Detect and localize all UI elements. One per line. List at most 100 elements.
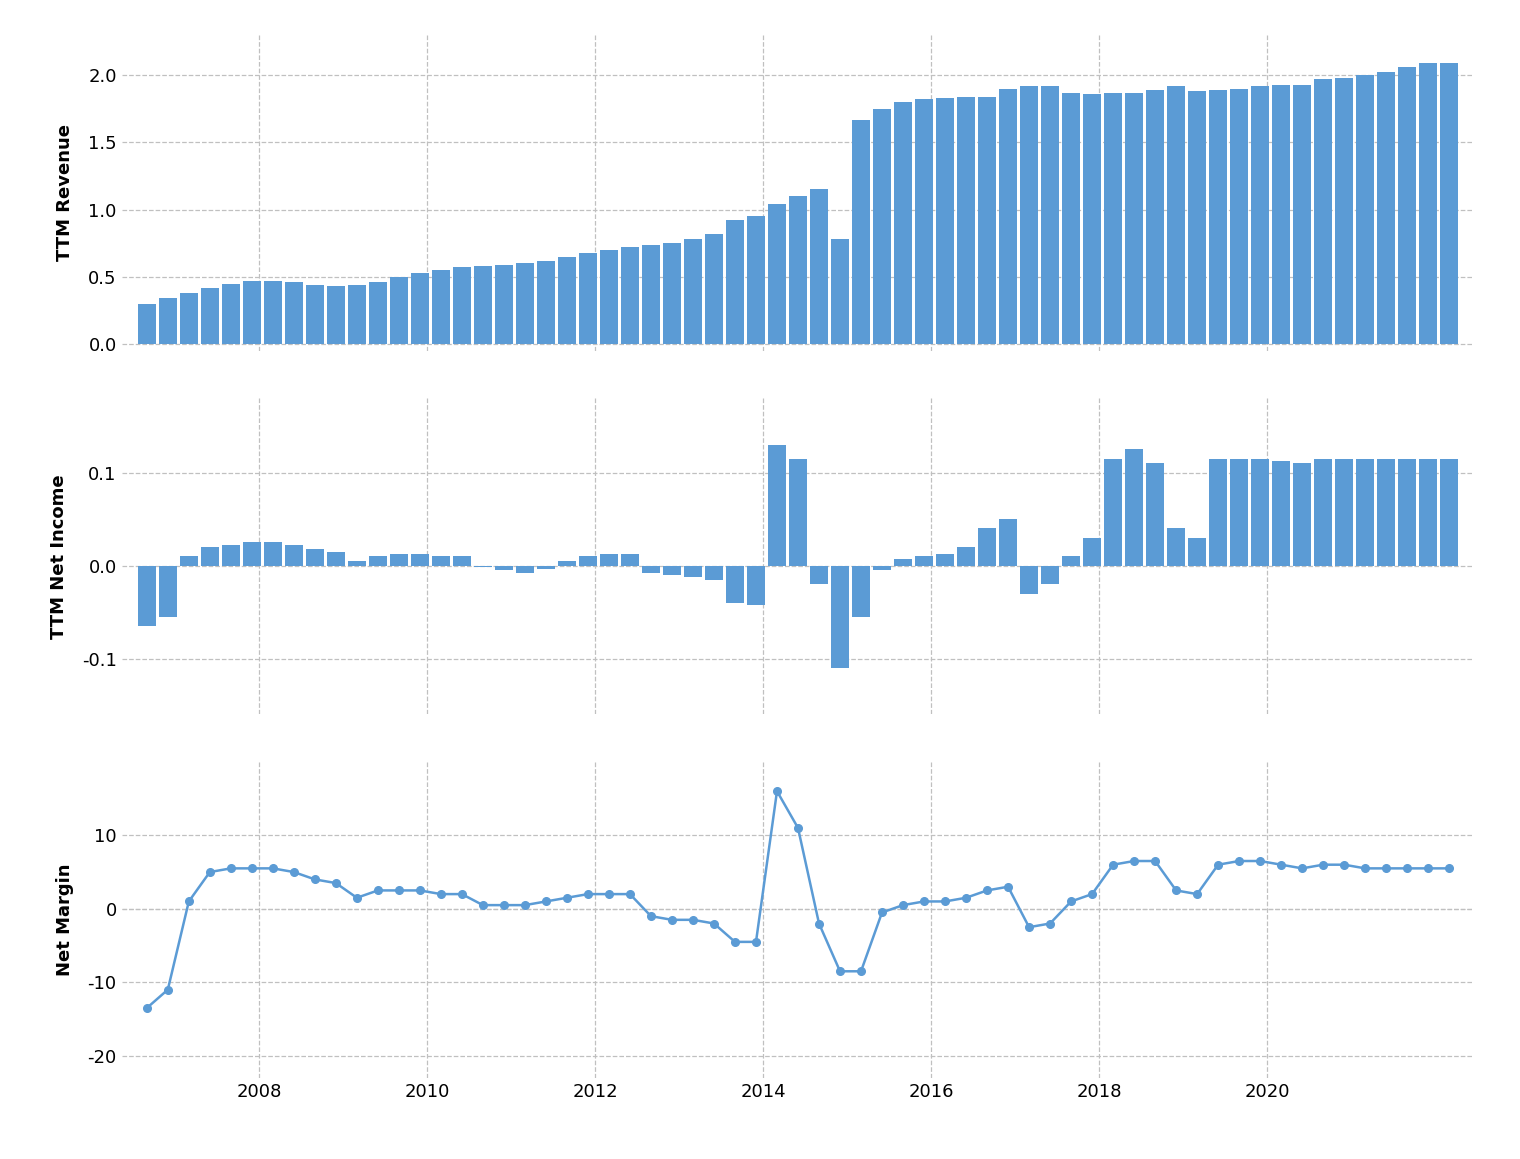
Bar bbox=[831, 239, 848, 344]
Bar bbox=[979, 529, 996, 566]
Bar bbox=[810, 566, 828, 584]
Bar bbox=[160, 298, 176, 344]
Bar bbox=[558, 561, 576, 566]
Bar bbox=[410, 554, 429, 566]
Bar bbox=[1420, 459, 1436, 566]
Bar bbox=[1104, 93, 1122, 344]
Bar bbox=[579, 253, 597, 344]
Bar bbox=[369, 556, 386, 566]
Bar bbox=[306, 549, 324, 566]
Bar bbox=[831, 566, 848, 668]
Bar bbox=[1189, 92, 1205, 344]
Bar bbox=[641, 566, 660, 573]
Bar bbox=[1336, 459, 1353, 566]
Bar bbox=[1336, 78, 1353, 344]
Bar bbox=[579, 556, 597, 566]
Bar bbox=[684, 239, 702, 344]
Bar bbox=[748, 566, 765, 605]
Bar bbox=[1125, 450, 1143, 566]
Bar bbox=[327, 286, 345, 344]
Bar bbox=[663, 243, 681, 344]
Bar bbox=[391, 554, 407, 566]
Bar bbox=[936, 554, 955, 566]
Bar bbox=[474, 566, 492, 568]
Bar bbox=[286, 283, 302, 344]
Bar bbox=[496, 566, 512, 570]
Bar bbox=[1230, 459, 1248, 566]
Bar bbox=[1020, 86, 1038, 344]
Bar bbox=[958, 547, 974, 566]
Bar bbox=[391, 277, 407, 344]
Bar bbox=[179, 293, 198, 344]
Bar bbox=[474, 267, 492, 344]
Bar bbox=[748, 217, 765, 344]
Bar bbox=[138, 566, 155, 626]
Bar bbox=[1020, 566, 1038, 593]
Bar bbox=[348, 285, 366, 344]
Bar bbox=[684, 566, 702, 577]
Bar bbox=[789, 196, 807, 344]
Bar bbox=[705, 566, 724, 580]
Bar bbox=[1420, 63, 1436, 344]
Bar bbox=[1146, 464, 1164, 566]
Bar bbox=[622, 554, 638, 566]
Bar bbox=[1398, 67, 1417, 344]
Bar bbox=[600, 554, 617, 566]
Bar bbox=[1441, 63, 1458, 344]
Bar bbox=[853, 119, 869, 344]
Bar bbox=[517, 566, 534, 573]
Bar bbox=[1377, 459, 1395, 566]
Bar bbox=[1315, 79, 1332, 344]
Bar bbox=[600, 250, 617, 344]
Bar bbox=[369, 283, 386, 344]
Bar bbox=[496, 264, 512, 344]
Bar bbox=[432, 270, 450, 344]
Bar bbox=[1294, 85, 1310, 344]
Bar bbox=[641, 245, 660, 344]
Bar bbox=[1062, 556, 1079, 566]
Bar bbox=[453, 556, 471, 566]
Bar bbox=[727, 220, 743, 344]
Bar bbox=[1230, 88, 1248, 344]
Bar bbox=[663, 566, 681, 575]
Bar bbox=[1084, 538, 1100, 566]
Bar bbox=[1272, 85, 1290, 344]
Bar bbox=[517, 263, 534, 344]
Bar bbox=[558, 256, 576, 344]
Bar bbox=[853, 566, 869, 617]
Bar bbox=[1356, 459, 1374, 566]
Bar bbox=[1167, 529, 1186, 566]
Bar bbox=[138, 304, 155, 344]
Y-axis label: TTM Net Income: TTM Net Income bbox=[50, 474, 68, 639]
Bar bbox=[1356, 75, 1374, 344]
Bar bbox=[1398, 459, 1417, 566]
Bar bbox=[915, 100, 933, 344]
Bar bbox=[264, 542, 281, 566]
Bar bbox=[1377, 72, 1395, 344]
Bar bbox=[410, 272, 429, 344]
Bar bbox=[1210, 90, 1227, 344]
Bar bbox=[727, 566, 743, 603]
Bar bbox=[705, 234, 724, 344]
Bar bbox=[201, 287, 219, 344]
Bar bbox=[327, 552, 345, 566]
Bar bbox=[1062, 93, 1079, 344]
Bar bbox=[1441, 459, 1458, 566]
Bar bbox=[872, 109, 891, 344]
Bar bbox=[1041, 566, 1059, 584]
Bar bbox=[1104, 459, 1122, 566]
Y-axis label: TTM Revenue: TTM Revenue bbox=[56, 124, 74, 261]
Bar bbox=[179, 556, 198, 566]
Bar bbox=[243, 280, 260, 344]
Bar bbox=[810, 189, 828, 344]
Bar bbox=[1251, 459, 1269, 566]
Bar bbox=[894, 559, 912, 566]
Bar bbox=[432, 556, 450, 566]
Bar bbox=[537, 566, 555, 569]
Bar bbox=[348, 561, 366, 566]
Bar bbox=[768, 445, 786, 566]
Bar bbox=[1041, 86, 1059, 344]
Bar bbox=[537, 261, 555, 344]
Bar bbox=[222, 284, 240, 344]
Bar bbox=[201, 547, 219, 566]
